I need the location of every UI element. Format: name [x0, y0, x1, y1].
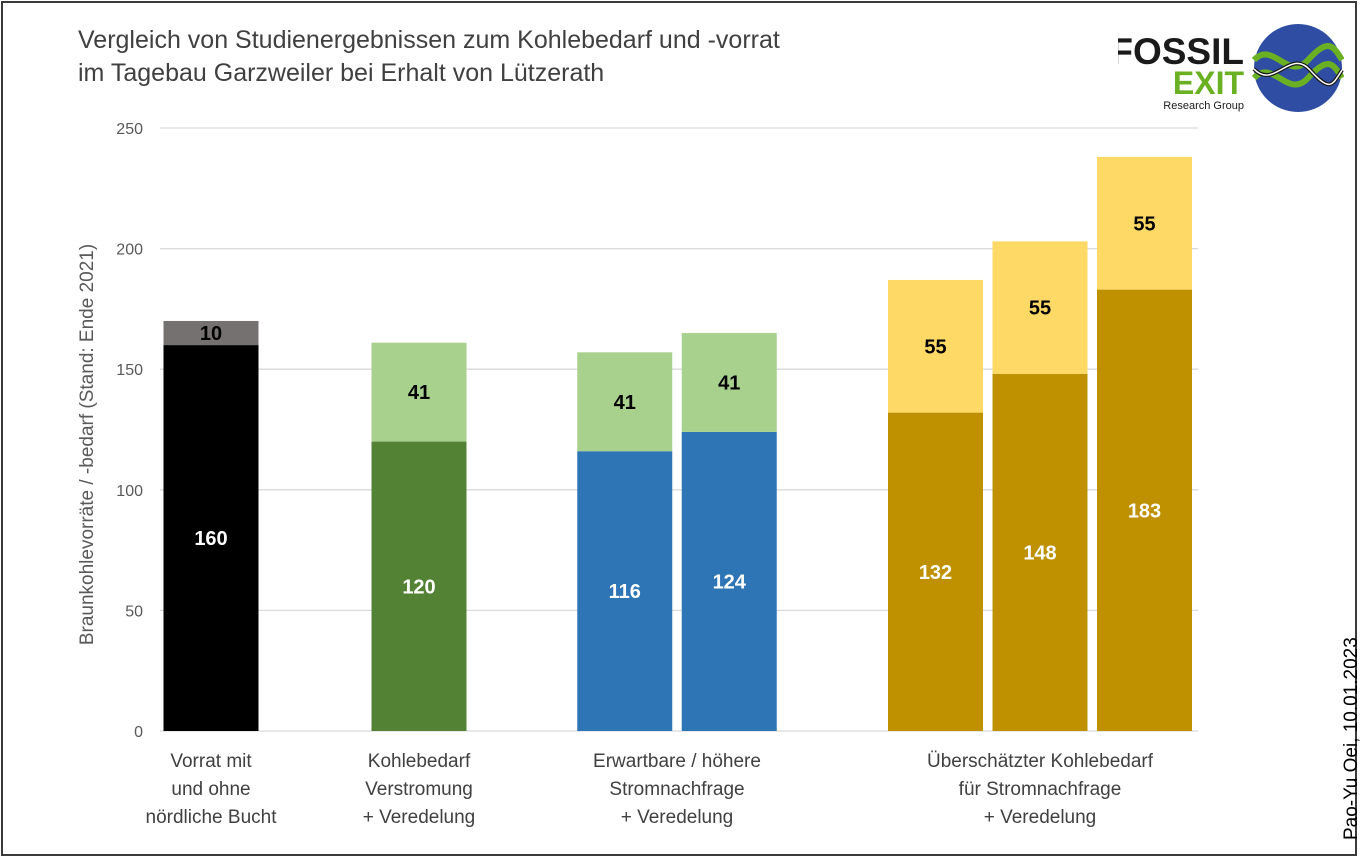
category-label: Überschätzter Kohlebedarf — [927, 751, 1154, 772]
data-label: 160 — [194, 528, 227, 550]
logo-line-2: EXIT — [1173, 65, 1245, 101]
category-label: und ohne — [171, 779, 250, 800]
bar-segment-g3-b1-s1 — [992, 241, 1088, 375]
logo-line-3: Research Group — [1163, 100, 1244, 112]
data-label: 124 — [713, 571, 747, 593]
category-label: Vorrat mit — [170, 751, 252, 772]
category-label: Kohlebedarf — [368, 751, 471, 772]
data-label: 41 — [718, 372, 740, 394]
data-label: 10 — [200, 323, 222, 345]
bar-segment-g3-b1-s0 — [992, 374, 1088, 731]
y-tick-label: 250 — [116, 121, 143, 138]
bar-segment-g2-b1-s0 — [681, 431, 777, 731]
bar-segment-g1-b0-s1 — [371, 342, 467, 442]
chart-title-line-1: Vergleich von Studienergebnissen zum Koh… — [78, 26, 780, 54]
y-tick-label: 200 — [116, 242, 143, 259]
y-axis-label: Braunkohlevorräte / -bedarf (Stand: Ende… — [77, 244, 98, 645]
fossil-exit-logo: FOSSIL EXIT Research Group — [1118, 24, 1344, 112]
category-label: + Veredelung — [984, 807, 1097, 828]
data-label: 55 — [1133, 213, 1155, 235]
bar-segment-g3-b2-s1 — [1097, 156, 1192, 290]
bar-segment-g1-b0-s0 — [371, 441, 467, 731]
data-label: 55 — [1029, 298, 1051, 320]
y-tick-label: 100 — [116, 483, 143, 500]
data-label: 148 — [1023, 543, 1056, 565]
credit-text: Pao-Yu Oei, 10.01.2023 — [1341, 637, 1362, 840]
category-label: + Veredelung — [363, 807, 476, 828]
y-tick-label: 0 — [134, 724, 143, 741]
bar-segment-g2-b0-s0 — [577, 451, 673, 731]
chart-title-line-2: im Tagebau Garzweiler bei Erhalt von Lüt… — [78, 59, 605, 87]
data-label: 55 — [924, 336, 946, 358]
data-label: 41 — [408, 382, 430, 404]
bar-segment-g3-b0-s1 — [888, 279, 983, 413]
data-label: 132 — [919, 562, 952, 584]
category-label: nördliche Bucht — [146, 807, 278, 828]
bar-segment-g0-b0-s1 — [163, 320, 259, 346]
category-label: Verstromung — [365, 779, 473, 800]
bar-segment-g3-b0-s0 — [888, 412, 983, 731]
data-label: 183 — [1128, 500, 1161, 522]
bar-segment-g2-b0-s1 — [577, 352, 673, 452]
category-label: + Veredelung — [621, 807, 734, 828]
category-label: Stromnachfrage — [609, 779, 744, 800]
category-label: für Stromnachfrage — [959, 779, 1122, 800]
chart-title: Vergleich von Studienergebnissen zum Koh… — [78, 24, 780, 90]
bar-segment-g0-b0-s0 — [163, 345, 259, 731]
bar-segment-g3-b2-s0 — [1097, 289, 1192, 731]
category-label: Erwartbare / höhere — [593, 751, 761, 772]
data-label: 41 — [614, 392, 636, 414]
data-label: 120 — [402, 576, 435, 598]
bar-segment-g2-b1-s1 — [681, 333, 777, 432]
y-tick-label: 150 — [116, 362, 143, 379]
logo-line-1: FOSSIL — [1118, 31, 1244, 72]
y-tick-label: 50 — [125, 603, 143, 620]
data-label: 116 — [609, 581, 641, 603]
